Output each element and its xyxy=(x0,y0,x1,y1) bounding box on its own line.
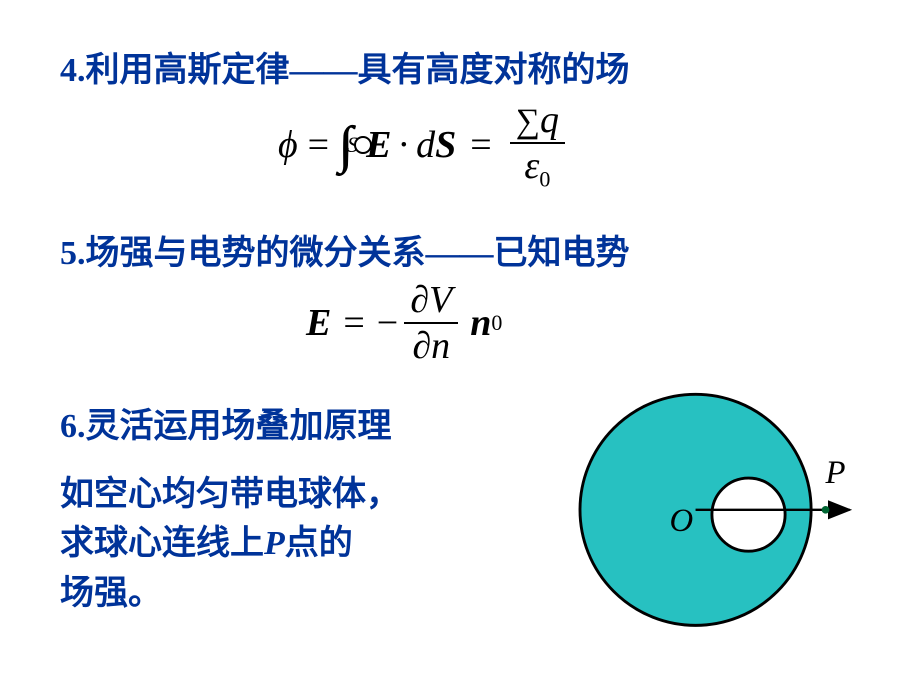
example-line-2b: 点的 xyxy=(285,525,353,562)
charge-q: q xyxy=(540,99,559,141)
label-P: P xyxy=(825,455,846,491)
example-line-2a: 求球心连线上 xyxy=(60,525,264,562)
example-line-1: 如空心均匀带电球体， xyxy=(60,476,400,513)
denominator-dn: ∂n xyxy=(406,324,456,368)
numerator-sumq: ∑q xyxy=(510,98,565,142)
n-zero: 0 xyxy=(491,310,502,336)
partial-bot: ∂ xyxy=(412,325,431,367)
formula-gradient: E = − ∂V ∂n n 0 xyxy=(306,278,502,368)
V-symbol: V xyxy=(429,279,452,321)
equals-1b: = xyxy=(470,123,491,167)
epsilon-zero: 0 xyxy=(539,167,550,192)
example-text: 如空心均匀带电球体， 求球心连线上P点的 场强。 xyxy=(60,470,400,618)
heading-6: 6.灵活运用场叠加原理 xyxy=(60,398,392,447)
minus-sign: − xyxy=(377,301,398,345)
sphere-diagram: O P xyxy=(560,375,860,635)
heading-5: 5.场强与电势的微分关系——已知电势 xyxy=(60,225,630,274)
partial-top: ∂ xyxy=(410,279,429,321)
vector-S: S xyxy=(435,123,456,167)
fraction-dvdn: ∂V ∂n xyxy=(404,278,458,368)
point-P-dot xyxy=(822,506,830,514)
n-symbol: n xyxy=(431,325,450,367)
equals-1a: = xyxy=(308,123,329,167)
point-P-inline: P xyxy=(264,525,285,562)
numerator-dV: ∂V xyxy=(404,278,458,322)
phi-symbol: ϕ xyxy=(278,123,298,167)
heading-4: 4.利用高斯定律——具有高度对称的场 xyxy=(60,42,630,91)
epsilon-symbol: ε xyxy=(524,145,539,187)
differential-d: d xyxy=(416,123,435,167)
cavity-sphere xyxy=(712,478,785,551)
equals-2: = xyxy=(343,301,364,345)
denominator-eps0: ε0 xyxy=(518,144,556,193)
sigma-symbol: ∑ xyxy=(516,103,540,140)
label-O: O xyxy=(670,503,694,539)
example-line-3: 场强。 xyxy=(60,575,162,612)
fraction-sumq-eps: ∑q ε0 xyxy=(510,98,565,193)
vector-E2: E xyxy=(306,301,331,345)
formula-gauss: ϕ = ∫∫ S E · d S = ∑q ε0 xyxy=(278,98,569,193)
unit-vector-n: n xyxy=(470,301,491,345)
dot-product: · xyxy=(397,123,410,167)
